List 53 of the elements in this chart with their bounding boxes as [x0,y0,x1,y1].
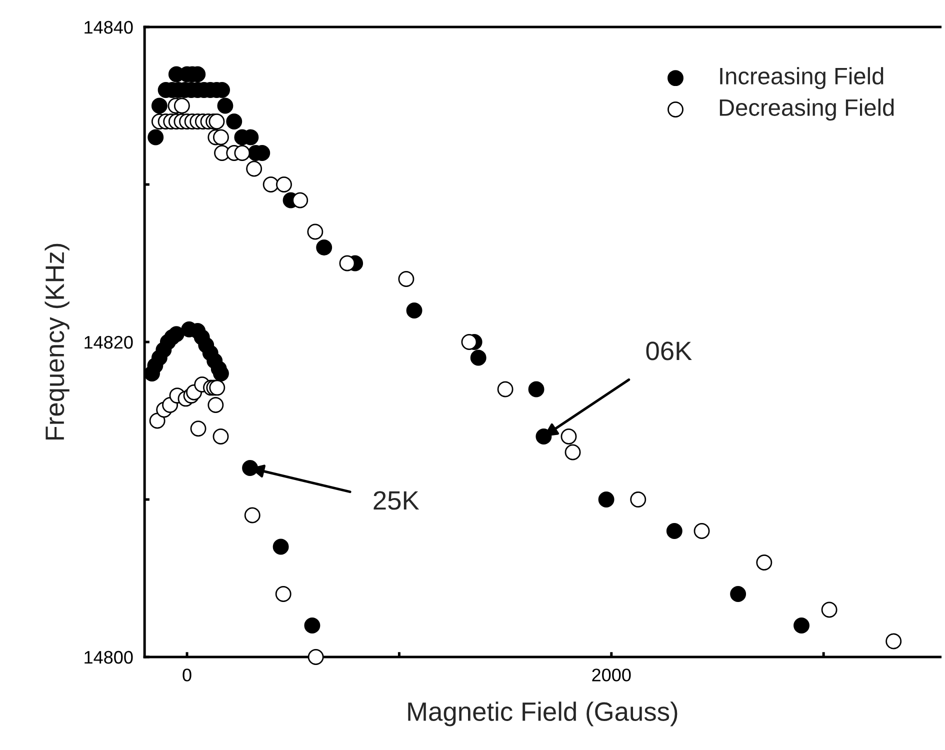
annotation: 25K [374,491,420,510]
point [151,98,168,114]
point [168,326,184,342]
point [630,492,646,508]
point [821,602,838,618]
point [272,538,289,555]
point [730,586,746,602]
point [212,129,229,146]
point [794,618,810,634]
point [316,240,332,256]
point [308,649,324,665]
point [560,428,577,444]
y-tick-label: 14800 [84,650,133,664]
legend-label: Increasing Field [720,67,884,90]
point [666,523,682,539]
point [276,176,292,192]
point [292,192,308,208]
y-axis-title: Frequency (KHz) [44,244,70,440]
point [217,98,234,114]
point [528,381,544,398]
legend-label: Decreasing Field [720,98,894,121]
point [497,381,514,398]
point [209,380,226,396]
point [406,302,422,318]
point [304,618,320,634]
point [244,507,260,524]
y-tick-label: 14840 [84,20,133,34]
point [234,145,250,161]
point [275,586,292,602]
point [174,98,190,114]
point [564,444,581,460]
x-tick-label: 0 [182,668,192,682]
point [212,366,229,382]
y-tick-label: 14820 [84,336,133,349]
point [148,129,164,146]
point [598,492,614,508]
point [307,224,324,240]
point [339,255,356,272]
annotation: 06K [646,342,692,360]
point [226,114,242,130]
point [208,114,225,130]
x-tick-label: 2000 [592,668,631,682]
point [694,523,710,539]
point [886,633,902,650]
point [208,397,224,413]
point [190,420,206,437]
point [756,554,772,570]
point [470,350,486,366]
x-axis-title: Magnetic Field (Gauss) [408,702,678,726]
point [246,160,262,177]
point [212,428,229,444]
point [461,334,478,350]
point [398,271,414,287]
